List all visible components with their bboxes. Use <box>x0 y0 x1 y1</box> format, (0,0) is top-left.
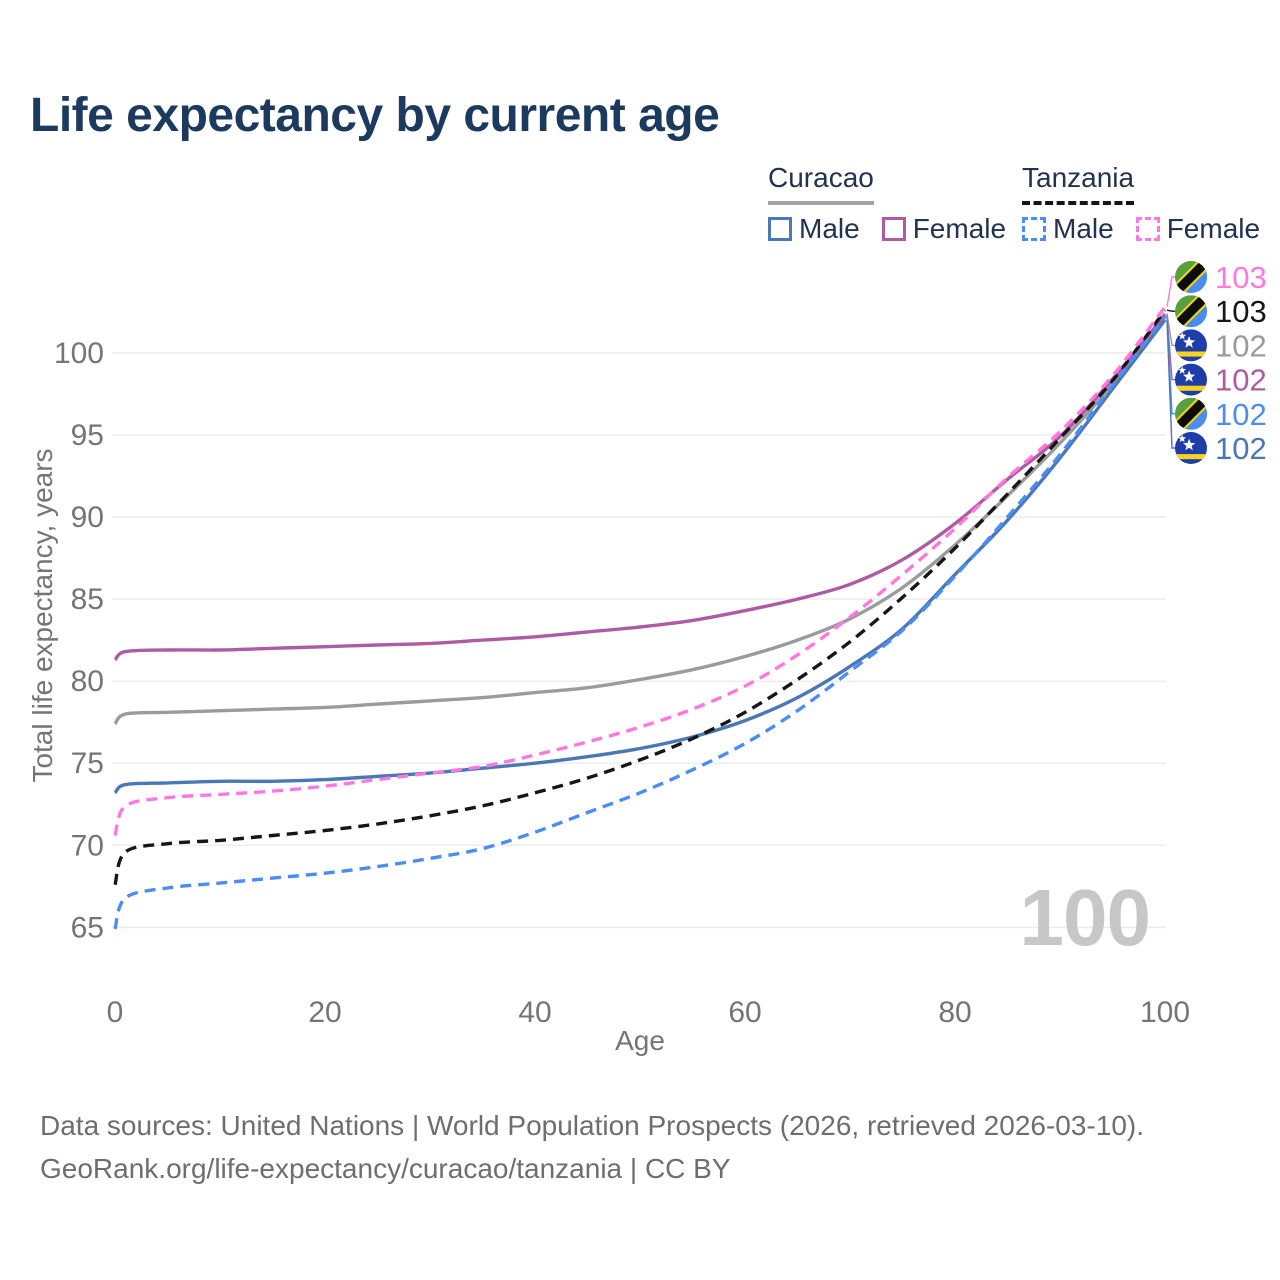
tanzania-male-swatch-icon <box>1022 217 1046 241</box>
legend-country-tanzania[interactable]: Tanzania <box>1022 162 1135 205</box>
series-line-tanzania[interactable] <box>113 309 1167 886</box>
tanzania-female-swatch-icon <box>1135 217 1160 241</box>
end-label-value: 102 <box>1215 328 1267 363</box>
end-label-value: 103 <box>1215 294 1267 329</box>
footer-attribution: GeoRank.org/life-expectancy/curacao/tanz… <box>40 1153 731 1184</box>
y-tick-label-70: 70 <box>71 829 104 862</box>
end-label-value: 102 <box>1215 397 1267 432</box>
series-line-curacao-female[interactable] <box>113 314 1167 662</box>
series-line-tanzania-female[interactable] <box>113 305 1167 837</box>
end-label-curacao[interactable]: 102 <box>1166 313 1267 364</box>
curacao-flag-icon <box>1175 363 1207 396</box>
age-watermark: 100 <box>1019 873 1151 962</box>
x-tick-label-60: 60 <box>728 996 761 1029</box>
legend-group-curacao: Curacao Male Female <box>768 162 1028 245</box>
y-tick-label-85: 85 <box>71 583 104 616</box>
legend-item-label: Male <box>1053 213 1114 244</box>
curacao-flag-icon <box>1175 432 1207 464</box>
x-tick-label-100: 100 <box>1140 996 1190 1029</box>
x-tick-label-40: 40 <box>518 996 551 1029</box>
legend-country-curacao[interactable]: Curacao <box>768 162 874 205</box>
curacao-flag-icon <box>1175 329 1207 362</box>
tanzania-flag-icon <box>1175 295 1207 328</box>
y-tick-label-80: 80 <box>71 665 104 698</box>
x-tick-label-20: 20 <box>308 996 341 1029</box>
x-tick-label-80: 80 <box>938 996 971 1029</box>
y-tick-label-65: 65 <box>71 911 104 944</box>
end-label-curacao-female[interactable]: 102 <box>1166 315 1267 398</box>
legend-item-curacao-male[interactable]: Male <box>768 213 860 245</box>
end-label-tanzania[interactable]: 103 <box>1166 293 1267 329</box>
legend-item-label: Female <box>1166 213 1261 244</box>
y-tick-label-90: 90 <box>71 501 104 534</box>
legend-item-tanzania-male[interactable]: Male <box>1022 213 1114 245</box>
series-line-tanzania-male[interactable] <box>113 315 1167 930</box>
footer: Data sources: United Nations | World Pop… <box>40 1104 1144 1190</box>
end-label-curacao-male[interactable]: 102 <box>1166 319 1267 466</box>
footer-data-sources: Data sources: United Nations | World Pop… <box>40 1110 1145 1141</box>
x-tick-label-0: 0 <box>107 996 124 1029</box>
y-axis-title: Total life expectancy, years <box>27 448 58 782</box>
tanzania-flag-icon <box>1175 261 1207 293</box>
legend-item-label: Female <box>912 213 1007 244</box>
y-tick-label-75: 75 <box>71 747 104 780</box>
end-label-value: 103 <box>1215 260 1267 295</box>
curacao-male-swatch-icon <box>768 217 792 241</box>
page-title: Life expectancy by current age <box>30 89 720 142</box>
legend-item-curacao-female[interactable]: Female <box>881 213 1007 245</box>
legend-item-label: Male <box>799 213 860 244</box>
x-axis-title: Age <box>615 1025 665 1056</box>
end-label-value: 102 <box>1215 363 1267 398</box>
legend-group-tanzania: Tanzania Male Female <box>1022 162 1280 245</box>
curacao-female-swatch-icon <box>881 217 906 241</box>
series-line-curacao-male[interactable] <box>113 318 1167 795</box>
tanzania-flag-icon <box>1175 397 1207 430</box>
y-tick-label-95: 95 <box>71 419 104 452</box>
legend-item-tanzania-female[interactable]: Female <box>1135 213 1261 245</box>
y-tick-label-100: 100 <box>54 337 104 370</box>
end-label-value: 102 <box>1215 431 1267 466</box>
